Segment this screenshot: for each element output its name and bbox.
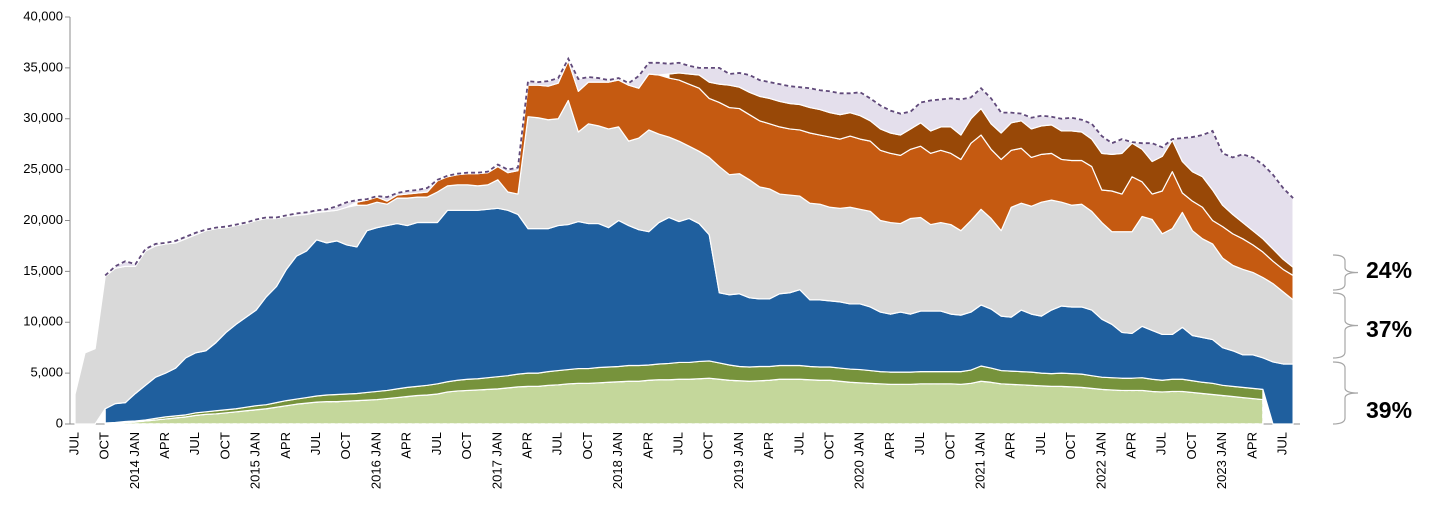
y-tick-label: 0 [56,415,63,430]
area-edge [104,377,1264,425]
y-tick-label: 20,000 [23,212,63,227]
y-tick-label: 30,000 [23,110,63,125]
x-tick-label: 2016 JAN [368,432,383,489]
x-tick-label: OCT [97,432,112,460]
x-tick-label: 2018 JAN [610,432,625,489]
x-tick-label: APR [278,432,293,459]
x-tick-label: OCT [821,432,836,460]
x-tick-label: 2019 JAN [731,432,746,489]
x-tick-label: APR [1123,432,1138,459]
brace [1332,361,1359,425]
x-tick-label: OCT [701,432,716,460]
x-tick-label: OCT [1184,432,1199,460]
x-tick-label: APR [399,432,414,459]
x-tick-label: JUL [670,432,685,455]
x-tick-label: APR [761,432,776,459]
x-tick-label: APR [157,432,172,459]
x-tick-label: OCT [338,432,353,460]
y-tick-label: 5,000 [30,365,63,380]
annotation: 37% [1366,316,1412,342]
annotation: 24% [1366,257,1412,283]
areas [74,56,1294,425]
x-tick-label: OCT [459,432,474,460]
y-tick-label: 40,000 [23,8,63,23]
brace [1332,254,1359,291]
x-tick-label: OCT [217,432,232,460]
x-tick-label: APR [1003,432,1018,459]
x-tick-label: 2021 JAN [972,432,987,489]
x-tick-label: 2014 JAN [127,432,142,489]
x-tick-label: JUL [1274,432,1289,455]
y-tick-label: 25,000 [23,161,63,176]
x-tick-label: 2020 JAN [852,432,867,489]
x-tick-label: OCT [1063,432,1078,460]
x-tick-label: JUL [308,432,323,455]
x-tick-label: JUL [912,432,927,455]
x-tick-label: 2023 JAN [1214,432,1229,489]
x-tick-label: APR [882,432,897,459]
x-tick-label: 2022 JAN [1093,432,1108,489]
brace [1332,292,1359,359]
x-tick-label: JUL [1033,432,1048,455]
x-tick-label: APR [640,432,655,459]
x-tick-label: APR [1244,432,1259,459]
x-tick-label: JUL [791,432,806,455]
y-tick-label: 35,000 [23,59,63,74]
x-tick-label: 2015 JAN [248,432,263,489]
annotation: 39% [1366,397,1412,423]
x-tick-label: OCT [942,432,957,460]
y-tick-label: 15,000 [23,263,63,278]
x-tick-label: OCT [580,432,595,460]
x-tick-label: JUL [429,432,444,455]
x-tick-label: JUL [550,432,565,455]
y-tick-label: 10,000 [23,314,63,329]
x-tick-label: JUL [187,432,202,455]
area-edge [104,56,1294,277]
x-tick-label: APR [519,432,534,459]
x-tick-label: JUL [66,432,81,455]
x-tick-label: JUL [1154,432,1169,455]
x-tick-label: 2017 JAN [489,432,504,489]
